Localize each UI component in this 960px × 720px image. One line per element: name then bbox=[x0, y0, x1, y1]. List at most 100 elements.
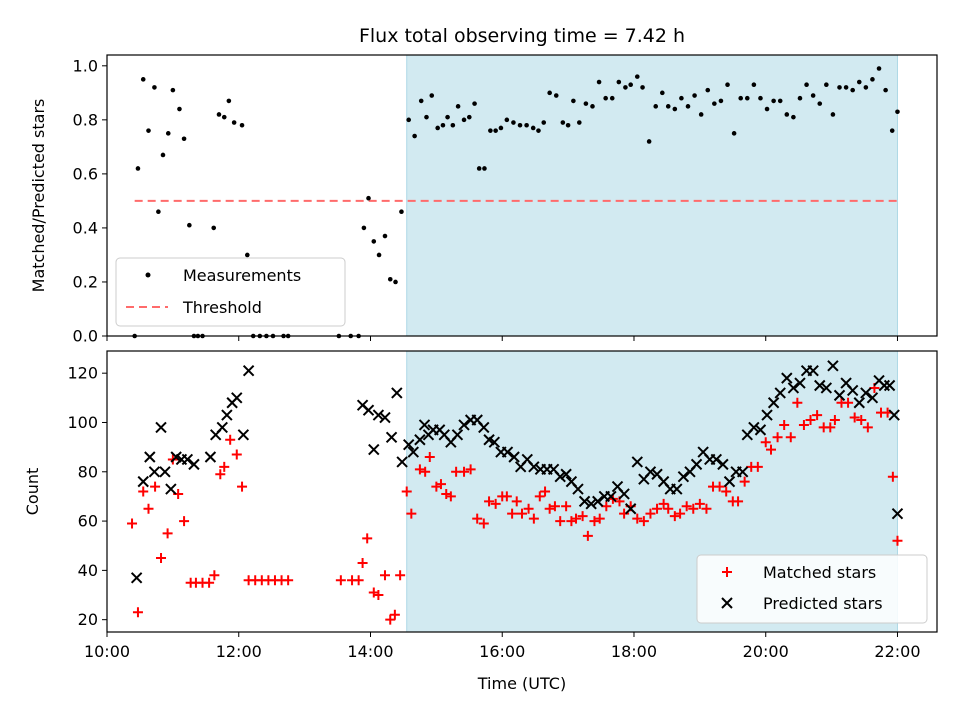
matched-point bbox=[681, 501, 692, 512]
predicted-point bbox=[204, 451, 217, 463]
matched-point bbox=[760, 437, 771, 448]
measurement-point bbox=[577, 120, 582, 125]
matched-point bbox=[435, 479, 446, 490]
predicted-point bbox=[748, 421, 760, 434]
measurement-point bbox=[889, 128, 895, 133]
y-tick-label: 120 bbox=[67, 364, 98, 383]
measurement-point bbox=[156, 209, 161, 215]
matched-point bbox=[856, 415, 867, 426]
matched-point bbox=[540, 486, 551, 497]
measurement-point bbox=[843, 85, 849, 90]
predicted-point bbox=[501, 446, 514, 458]
matched-point bbox=[733, 496, 744, 507]
measurement-point bbox=[498, 125, 504, 131]
predicted-point bbox=[488, 436, 501, 448]
measurement-point bbox=[623, 85, 628, 90]
matched-point bbox=[373, 590, 384, 601]
measurement-point bbox=[472, 101, 477, 106]
measurement-point bbox=[553, 93, 559, 98]
measurement-point bbox=[371, 239, 377, 244]
predicted-point bbox=[508, 451, 520, 463]
matched-point bbox=[204, 577, 215, 588]
matched-point bbox=[150, 481, 161, 492]
measurement-point bbox=[387, 276, 393, 282]
predicted-point bbox=[774, 387, 786, 399]
matched-point bbox=[594, 513, 605, 524]
predicted-point bbox=[690, 458, 703, 471]
measurement-point bbox=[231, 120, 237, 125]
matched-point bbox=[138, 486, 149, 497]
matched-point bbox=[335, 575, 346, 586]
matched-point bbox=[645, 508, 656, 519]
matched-point bbox=[766, 444, 776, 455]
matched-point bbox=[669, 511, 680, 522]
measurement-point bbox=[530, 125, 536, 131]
measurement-point bbox=[731, 131, 737, 136]
matched-point bbox=[561, 501, 572, 512]
matched-point bbox=[484, 496, 495, 507]
measurement-point bbox=[596, 79, 602, 85]
predicted-point bbox=[781, 372, 793, 384]
observing-window-span bbox=[406, 55, 898, 336]
measurement-point bbox=[856, 79, 862, 85]
matched-point bbox=[420, 466, 431, 477]
predicted-point bbox=[883, 379, 896, 392]
measurement-point bbox=[764, 106, 770, 112]
predicted-point bbox=[242, 365, 255, 377]
measurement-point bbox=[738, 95, 743, 101]
matched-point bbox=[237, 481, 248, 492]
measurement-point bbox=[616, 79, 622, 85]
y-tick-label: 20 bbox=[78, 610, 98, 629]
measurement-point bbox=[493, 128, 498, 133]
predicted-point bbox=[396, 456, 408, 468]
matched-point bbox=[501, 491, 512, 502]
measurement-point bbox=[482, 166, 487, 171]
predicted-point bbox=[237, 429, 250, 441]
measurement-point bbox=[547, 90, 552, 96]
y-tick-label: 0.6 bbox=[73, 164, 98, 183]
measurement-point bbox=[160, 152, 166, 158]
predicted-point bbox=[372, 409, 385, 421]
measurement-point bbox=[672, 106, 678, 112]
matched-point bbox=[225, 434, 236, 445]
measurement-point bbox=[705, 87, 711, 93]
matched-point bbox=[511, 496, 522, 507]
matched-point bbox=[379, 570, 390, 581]
measurement-point bbox=[418, 98, 424, 104]
matched-point bbox=[638, 516, 649, 527]
predicted-point bbox=[414, 434, 426, 446]
measurement-point bbox=[226, 98, 232, 104]
measurement-point bbox=[440, 122, 446, 128]
predicted-point bbox=[624, 503, 637, 515]
measurement-point bbox=[758, 95, 763, 101]
matched-point bbox=[549, 501, 560, 512]
measurement-point bbox=[165, 131, 171, 136]
predicted-point bbox=[671, 483, 683, 495]
matched-point bbox=[459, 466, 470, 477]
y-tick-label: 100 bbox=[67, 413, 98, 432]
matched-point bbox=[162, 528, 173, 539]
matched-point bbox=[132, 607, 143, 618]
predicted-point bbox=[754, 424, 767, 436]
measurement-point bbox=[361, 225, 367, 231]
ratio-panel: 0.0 0.2 0.4 0.6 0.8 1.0 Matched/Predicted star… bbox=[29, 54, 938, 346]
y-axis-label: Count bbox=[23, 468, 42, 516]
predicted-point bbox=[402, 438, 415, 451]
matched-point bbox=[555, 516, 566, 527]
measurement-point bbox=[590, 104, 595, 109]
predicted-point bbox=[130, 572, 143, 584]
predicted-point bbox=[888, 409, 900, 421]
matched-point bbox=[798, 419, 809, 430]
x-axis-label: Time (UTC) bbox=[477, 674, 566, 693]
measurement-point bbox=[504, 117, 510, 123]
plot-frame bbox=[106, 54, 938, 337]
measurement-point bbox=[797, 95, 803, 101]
measurement-point bbox=[698, 112, 704, 117]
measurement-point bbox=[634, 74, 640, 79]
matched-point bbox=[534, 491, 545, 502]
legend-box bbox=[696, 554, 928, 624]
measurement-point bbox=[517, 122, 523, 128]
measurement-point bbox=[679, 95, 684, 101]
y-tick-label: 60 bbox=[78, 512, 98, 531]
matched-point bbox=[714, 481, 725, 492]
